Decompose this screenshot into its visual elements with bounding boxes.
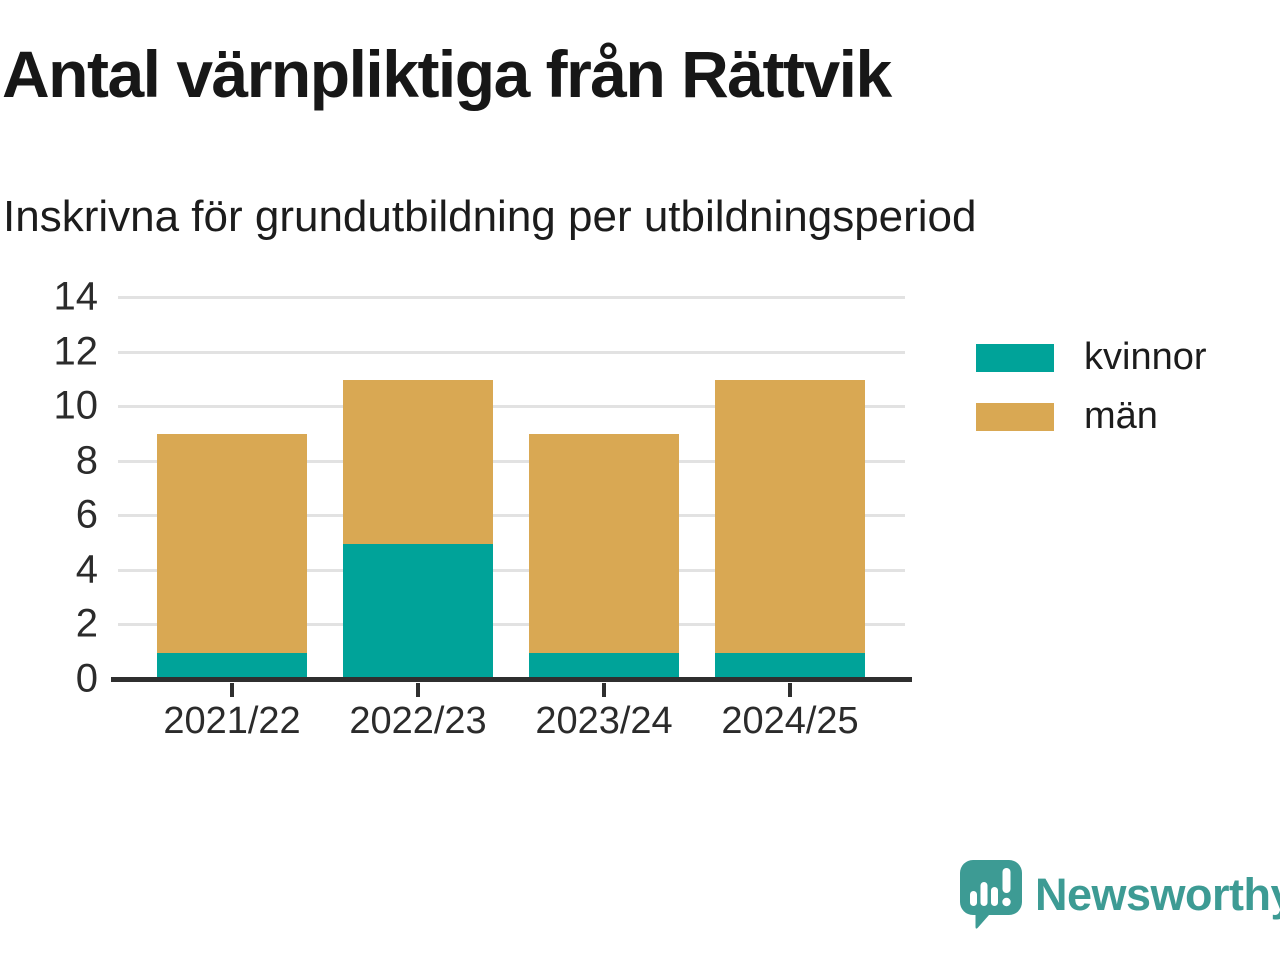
chart-subtitle: Inskrivna för grundutbildning per utbild… <box>3 192 977 241</box>
gridline-y-12 <box>118 350 905 354</box>
x-tick-label-2024-25: 2024/25 <box>721 700 859 742</box>
newsworthy-logo-text: Newsworthy <box>1035 869 1280 920</box>
x-axis-tick-2021-22 <box>230 683 234 697</box>
gridline-y-6 <box>118 514 905 518</box>
bar-segment-2021-22-män <box>157 434 307 653</box>
x-tick-label-2022-23: 2022/23 <box>349 700 487 742</box>
legend-label-kvinnor: kvinnor <box>1084 336 1207 378</box>
bar-segment-2024-25-män <box>715 379 865 653</box>
newsworthy-brand: Newsworthy <box>958 858 1280 932</box>
y-tick-label-6: 6 <box>75 492 98 537</box>
chart-legend: kvinnor män <box>976 336 1207 438</box>
gridline-y-2 <box>118 623 905 627</box>
y-tick-label-2: 2 <box>75 602 98 647</box>
x-axis-tick-2023-24 <box>602 683 606 697</box>
bar-segment-2021-22-kvinnor <box>157 652 307 680</box>
y-tick-label-10: 10 <box>53 383 99 428</box>
x-axis-line <box>111 677 912 682</box>
bar-segment-2022-23-män <box>343 379 493 544</box>
bar-chart-plot-area <box>111 296 912 697</box>
y-tick-label-12: 12 <box>53 329 99 374</box>
legend-label-man: män <box>1084 394 1158 437</box>
y-tick-label-0: 0 <box>75 656 98 701</box>
bar-segment-2023-24-kvinnor <box>529 652 679 680</box>
gridline-y-8 <box>118 459 905 463</box>
y-tick-label-8: 8 <box>75 438 98 483</box>
legend-swatch-kvinnor <box>976 343 1054 372</box>
x-tick-label-2021-22: 2021/22 <box>163 700 301 742</box>
x-tick-label-2023-24: 2023/24 <box>535 700 673 742</box>
legend-item-man: män <box>976 395 1207 439</box>
bar-segment-2023-24-män <box>529 434 679 653</box>
chart-title: Antal värnpliktiga från Rättvik <box>2 37 892 111</box>
legend-swatch-man <box>976 402 1054 431</box>
legend-item-kvinnor: kvinnor <box>976 336 1207 380</box>
y-tick-label-4: 4 <box>75 547 98 592</box>
bar-segment-2022-23-kvinnor <box>343 543 493 680</box>
x-axis-tick-2022-23 <box>416 683 420 697</box>
y-tick-label-14: 14 <box>53 274 99 319</box>
gridline-y-14 <box>118 296 905 299</box>
y-axis-tick-labels: 0 2 4 6 8 10 12 14 <box>14 275 99 701</box>
bar-segment-2024-25-kvinnor <box>715 652 865 680</box>
newsworthy-logo-icon <box>958 858 1024 932</box>
gridline-y-10 <box>118 405 905 409</box>
x-axis-tick-2024-25 <box>788 683 792 697</box>
gridline-y-4 <box>118 568 905 572</box>
x-axis-tick-labels: 2021/22 2022/23 2023/24 2024/25 <box>118 700 905 750</box>
